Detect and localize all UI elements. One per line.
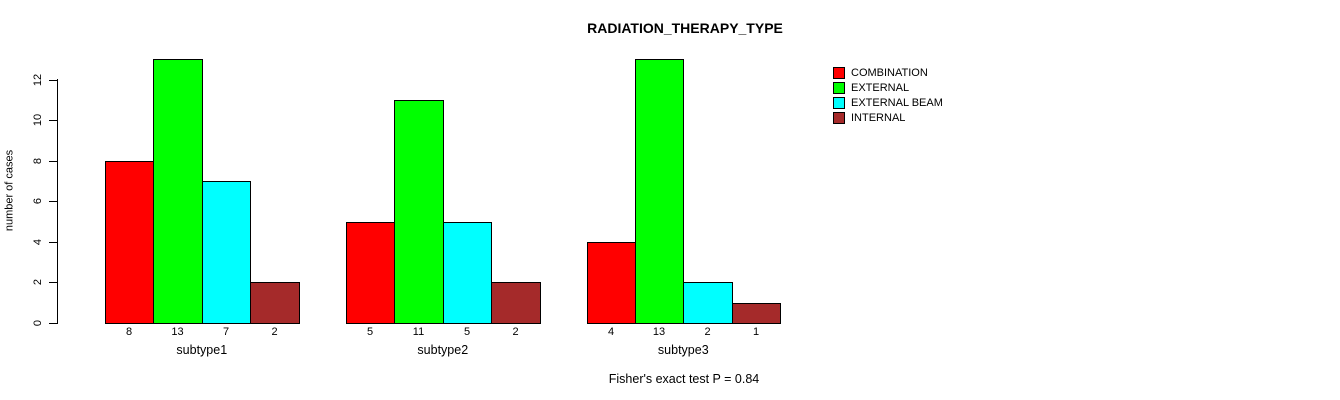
legend-swatch-external <box>833 81 845 94</box>
bar-combination-subtype3 <box>587 242 636 324</box>
y-tick-mark <box>49 120 57 121</box>
y-tick-mark <box>49 201 57 202</box>
bar-value-label: 2 <box>512 326 519 338</box>
bar-internal-subtype1 <box>250 282 300 324</box>
x-axis-category-label: subtype3 <box>657 343 709 357</box>
y-tick-label: 0 <box>32 319 44 327</box>
legend: COMBINATION EXTERNAL EXTERNAL BEAM INTERNAL <box>833 65 943 125</box>
bar-value-label: 4 <box>607 326 615 338</box>
legend-row: INTERNAL <box>833 110 943 125</box>
x-axis-category-label: subtype2 <box>417 343 469 357</box>
legend-row: EXTERNAL <box>833 80 943 95</box>
y-tick-mark <box>49 323 57 324</box>
y-tick-mark <box>49 242 57 243</box>
legend-row: EXTERNAL BEAM <box>833 95 943 110</box>
y-tick-mark <box>49 80 57 81</box>
y-axis-line <box>57 79 58 324</box>
bar-value-label: 13 <box>171 326 184 338</box>
legend-row: COMBINATION <box>833 65 943 80</box>
bar-value-label: 2 <box>271 326 278 338</box>
bar-external-beam-subtype3 <box>683 282 733 324</box>
y-tick-label: 6 <box>32 197 44 205</box>
y-tick-mark <box>49 161 57 162</box>
bar-external-beam-subtype1 <box>202 181 251 324</box>
y-tick-label: 8 <box>32 157 44 165</box>
bar-value-label: 7 <box>222 326 230 338</box>
bar-value-label: 5 <box>463 326 471 338</box>
bar-value-label: 5 <box>366 326 374 338</box>
bar-combination-subtype2 <box>346 222 395 324</box>
bar-external-subtype2 <box>394 100 444 324</box>
chart-title: RADIATION_THERAPY_TYPE <box>587 20 783 36</box>
y-tick-label: 10 <box>32 113 44 127</box>
bar-internal-subtype3 <box>732 303 781 324</box>
y-tick-label: 2 <box>32 278 44 286</box>
bar-internal-subtype2 <box>491 282 541 324</box>
bar-value-label: 1 <box>752 326 760 338</box>
bar-external-beam-subtype2 <box>443 222 492 324</box>
bar-value-label: 2 <box>704 326 711 338</box>
legend-label: EXTERNAL <box>851 81 910 94</box>
y-tick-label: 12 <box>32 73 44 87</box>
legend-label: COMBINATION <box>851 66 928 79</box>
bar-value-label: 8 <box>125 326 133 338</box>
bar-external-subtype3 <box>635 59 684 324</box>
legend-swatch-internal <box>833 111 845 124</box>
y-tick-label: 4 <box>32 238 44 246</box>
x-axis-category-label: subtype1 <box>176 343 228 357</box>
bar-value-label: 11 <box>412 326 425 338</box>
legend-label: EXTERNAL BEAM <box>851 96 943 109</box>
bar-value-label: 13 <box>652 326 666 338</box>
fisher-test-annotation: Fisher's exact test P = 0.84 <box>608 372 760 386</box>
legend-swatch-combination <box>833 66 845 79</box>
bar-combination-subtype1 <box>105 161 154 324</box>
y-axis-title: number of cases <box>3 149 16 232</box>
legend-label: INTERNAL <box>851 111 906 124</box>
legend-swatch-external-beam <box>833 96 845 109</box>
bar-external-subtype1 <box>153 59 203 324</box>
y-tick-mark <box>49 282 57 283</box>
